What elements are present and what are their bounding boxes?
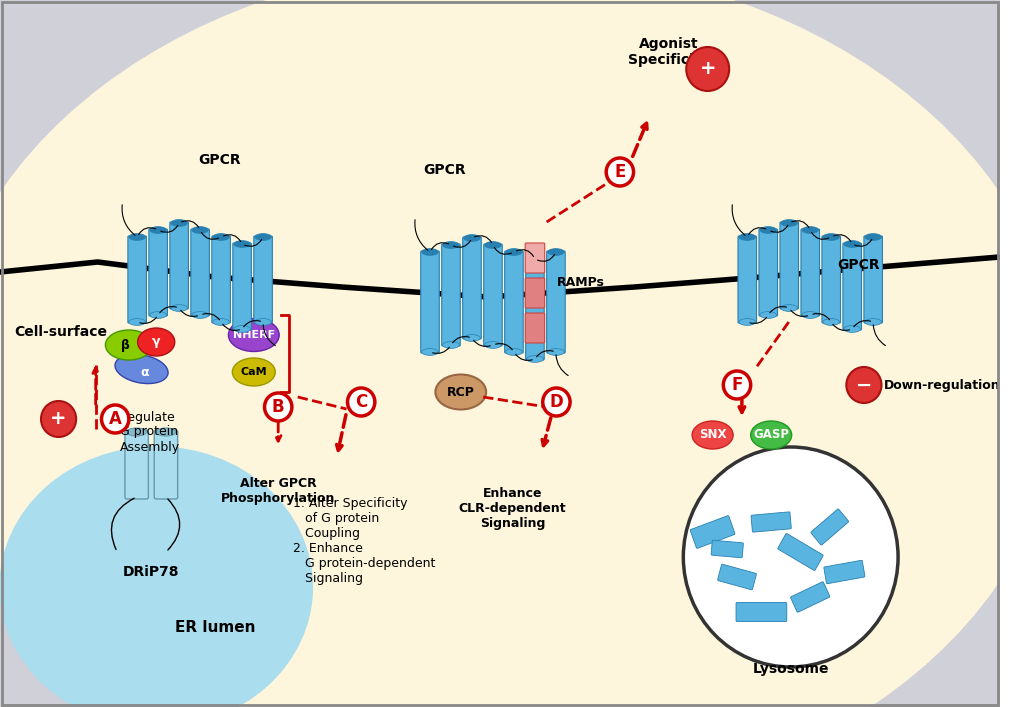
Circle shape: [847, 367, 882, 403]
Ellipse shape: [484, 341, 502, 349]
Circle shape: [723, 371, 751, 399]
Ellipse shape: [844, 240, 860, 247]
Text: Alter GPCR
Phosphorylation: Alter GPCR Phosphorylation: [221, 477, 336, 505]
Text: GPCR: GPCR: [199, 153, 241, 167]
Text: Enhance
CLR-dependent
Signaling: Enhance CLR-dependent Signaling: [459, 487, 566, 530]
FancyBboxPatch shape: [212, 236, 230, 323]
Ellipse shape: [739, 233, 756, 240]
FancyBboxPatch shape: [864, 236, 883, 323]
FancyBboxPatch shape: [711, 540, 743, 558]
Ellipse shape: [739, 319, 756, 325]
Ellipse shape: [0, 447, 312, 707]
Ellipse shape: [464, 334, 480, 341]
Text: GPCR: GPCR: [423, 163, 466, 177]
Text: 1. Alter Specificity
   of G protein
   Coupling
2. Enhance
   G protein-depende: 1. Alter Specificity of G protein Coupli…: [293, 497, 435, 585]
Text: NHERF: NHERF: [232, 330, 274, 340]
FancyBboxPatch shape: [421, 251, 439, 353]
Text: Cell-surface: Cell-surface: [14, 325, 108, 339]
FancyBboxPatch shape: [128, 236, 146, 323]
FancyBboxPatch shape: [738, 236, 757, 323]
Ellipse shape: [191, 227, 209, 233]
Ellipse shape: [105, 330, 153, 360]
FancyBboxPatch shape: [780, 222, 799, 309]
FancyBboxPatch shape: [155, 430, 177, 499]
Text: B: B: [272, 398, 285, 416]
Ellipse shape: [233, 326, 251, 332]
Ellipse shape: [422, 349, 438, 356]
FancyBboxPatch shape: [822, 236, 841, 323]
Ellipse shape: [228, 318, 280, 351]
Text: β: β: [121, 339, 129, 351]
Circle shape: [347, 388, 375, 416]
Text: GPCR: GPCR: [838, 258, 881, 272]
Ellipse shape: [171, 220, 187, 226]
Ellipse shape: [255, 319, 271, 325]
FancyBboxPatch shape: [525, 243, 545, 273]
Circle shape: [264, 393, 292, 421]
Ellipse shape: [115, 354, 168, 384]
Ellipse shape: [823, 319, 840, 325]
Text: Down-regulation: Down-regulation: [884, 378, 1000, 392]
Ellipse shape: [802, 227, 818, 233]
Text: GASP: GASP: [754, 428, 790, 441]
Ellipse shape: [150, 312, 167, 318]
FancyBboxPatch shape: [505, 251, 523, 353]
FancyBboxPatch shape: [843, 243, 861, 330]
Text: SNX: SNX: [698, 428, 726, 441]
FancyBboxPatch shape: [811, 509, 849, 545]
FancyBboxPatch shape: [547, 251, 565, 353]
Circle shape: [41, 401, 76, 437]
Ellipse shape: [435, 375, 486, 409]
Text: −: −: [856, 375, 872, 395]
Ellipse shape: [464, 235, 480, 241]
Ellipse shape: [232, 358, 275, 386]
FancyBboxPatch shape: [525, 278, 545, 308]
Text: A: A: [109, 410, 122, 428]
Ellipse shape: [781, 220, 798, 226]
Ellipse shape: [171, 305, 187, 311]
Ellipse shape: [233, 240, 251, 247]
Text: E: E: [614, 163, 626, 181]
FancyBboxPatch shape: [148, 229, 167, 316]
Circle shape: [101, 405, 129, 433]
FancyBboxPatch shape: [791, 582, 829, 612]
Ellipse shape: [422, 249, 438, 255]
Ellipse shape: [191, 312, 209, 318]
FancyBboxPatch shape: [759, 229, 777, 316]
Text: F: F: [731, 376, 742, 394]
Ellipse shape: [213, 319, 229, 325]
Ellipse shape: [442, 341, 460, 349]
FancyBboxPatch shape: [525, 313, 545, 343]
Ellipse shape: [484, 242, 502, 248]
FancyBboxPatch shape: [190, 229, 209, 316]
Ellipse shape: [506, 249, 522, 255]
Ellipse shape: [526, 256, 544, 262]
FancyBboxPatch shape: [778, 534, 823, 571]
Ellipse shape: [865, 233, 882, 240]
Ellipse shape: [823, 233, 840, 240]
Ellipse shape: [442, 242, 460, 248]
Ellipse shape: [150, 227, 167, 233]
Text: CaM: CaM: [241, 367, 267, 377]
Ellipse shape: [129, 233, 145, 240]
Ellipse shape: [526, 356, 544, 363]
FancyBboxPatch shape: [232, 243, 251, 330]
Ellipse shape: [760, 227, 776, 233]
Circle shape: [683, 447, 898, 667]
Circle shape: [606, 158, 634, 186]
FancyBboxPatch shape: [125, 430, 148, 499]
Ellipse shape: [751, 421, 792, 449]
Text: Agonist
Specificity: Agonist Specificity: [628, 37, 710, 67]
FancyBboxPatch shape: [801, 229, 819, 316]
Ellipse shape: [548, 249, 564, 255]
Ellipse shape: [865, 319, 882, 325]
Ellipse shape: [129, 319, 145, 325]
Text: Lysosome: Lysosome: [753, 662, 829, 676]
Ellipse shape: [760, 312, 776, 318]
Text: RCP: RCP: [446, 385, 475, 399]
Text: +: +: [699, 59, 716, 78]
FancyBboxPatch shape: [254, 236, 272, 323]
Ellipse shape: [781, 305, 798, 311]
Circle shape: [543, 388, 570, 416]
